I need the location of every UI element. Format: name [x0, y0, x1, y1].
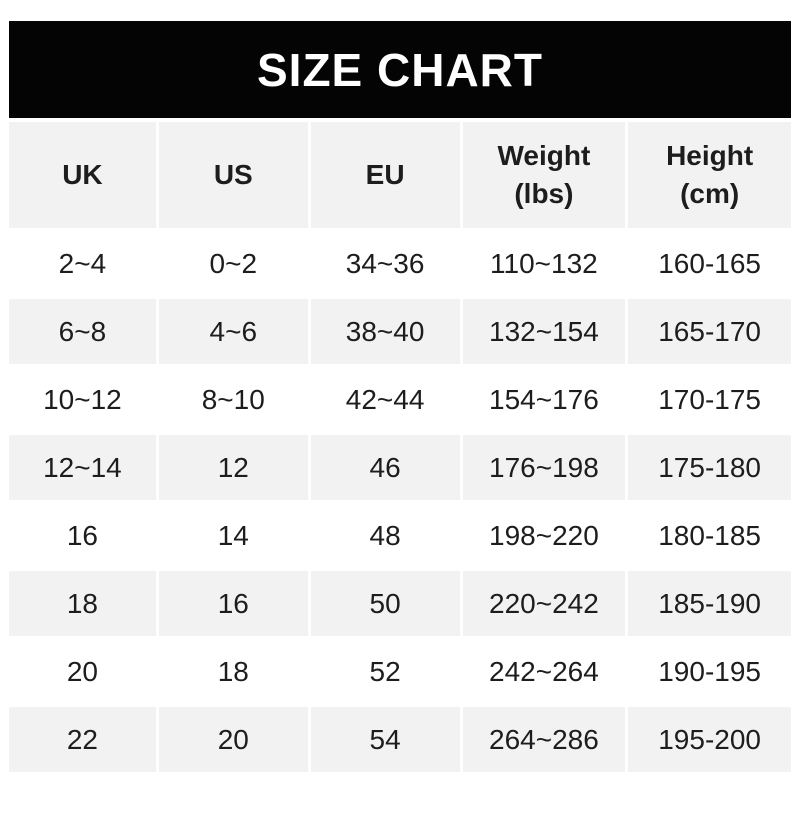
table-cell: 46	[310, 435, 460, 500]
size-table: UK US EU Weight (lbs) Height (cm) 2~4 0~2 34~36 11…	[9, 122, 791, 772]
chart-title-banner: SIZE CHART	[9, 21, 791, 118]
page-title: SIZE CHART	[257, 43, 543, 96]
table-cell: 52	[310, 639, 460, 704]
table-cell: 54	[310, 707, 460, 772]
table-cell: 198~220	[462, 503, 626, 568]
table-cell: 170-175	[628, 367, 791, 432]
table-cell: 38~40	[310, 299, 460, 364]
table-cell: 10~12	[9, 367, 156, 432]
table-cell: 175-180	[628, 435, 791, 500]
table-cell: 0~2	[158, 231, 308, 296]
table-cell: 110~132	[462, 231, 626, 296]
table-cell: 4~6	[158, 299, 308, 364]
header-label: Weight	[497, 140, 591, 172]
table-cell: 18	[9, 571, 156, 636]
table-cell: 195-200	[628, 707, 791, 772]
table-cell: 176~198	[462, 435, 626, 500]
table-cell: 154~176	[462, 367, 626, 432]
table-cell: 6~8	[9, 299, 156, 364]
table-cell: 165-170	[628, 299, 791, 364]
table-cell: 190-195	[628, 639, 791, 704]
table-cell: 42~44	[310, 367, 460, 432]
table-cell: 20	[9, 639, 156, 704]
header-label: US	[213, 159, 253, 191]
header-cell: US	[158, 122, 308, 228]
table-cell: 180-185	[628, 503, 791, 568]
header-cell: EU	[310, 122, 460, 228]
table-cell: 12	[158, 435, 308, 500]
table-cell: 14	[158, 503, 308, 568]
table-cell: 264~286	[462, 707, 626, 772]
table-cell: 160-165	[628, 231, 791, 296]
header-sublabel: (lbs)	[514, 178, 574, 209]
table-cell: 20	[158, 707, 308, 772]
header-cell: Weight (lbs)	[462, 122, 626, 228]
table-cell: 34~36	[310, 231, 460, 296]
header-label: EU	[365, 159, 405, 191]
header-cell: UK	[9, 122, 156, 228]
table-cell: 132~154	[462, 299, 626, 364]
table-cell: 16	[158, 571, 308, 636]
table-cell: 185-190	[628, 571, 791, 636]
table-cell: 16	[9, 503, 156, 568]
table-cell: 2~4	[9, 231, 156, 296]
header-cell: Height (cm)	[628, 122, 791, 228]
table-cell: 242~264	[462, 639, 626, 704]
table-cell: 22	[9, 707, 156, 772]
table-cell: 48	[310, 503, 460, 568]
table-cell: 50	[310, 571, 460, 636]
header-sublabel: (cm)	[680, 178, 740, 209]
table-cell: 220~242	[462, 571, 626, 636]
size-chart-page: SIZE CHART UK US EU Weight (lbs) Height (cm) 2~…	[9, 21, 791, 772]
header-label: Height	[666, 140, 754, 172]
table-cell: 18	[158, 639, 308, 704]
table-cell: 12~14	[9, 435, 156, 500]
table-cell: 8~10	[158, 367, 308, 432]
header-label: UK	[62, 159, 103, 191]
